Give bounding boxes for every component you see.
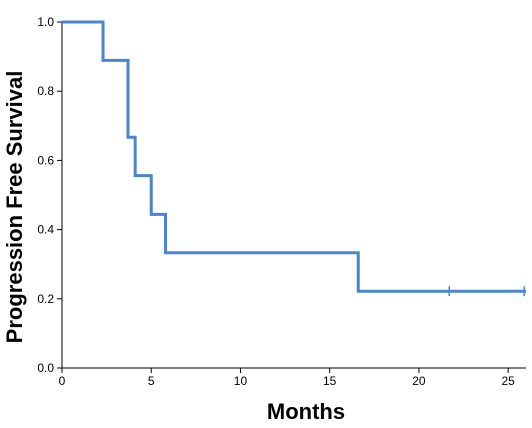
x-tick-label: 15 [323,374,337,388]
y-axis-title: Progression Free Survival [2,71,27,344]
x-tick-label: 20 [412,374,426,388]
axes [61,22,526,369]
ticks: 0.0 0.2 0.4 0.6 0.8 1.0 0 5 10 15 20 25 [37,15,515,388]
y-tick-label: 0.6 [37,153,54,167]
x-tick-label: 10 [234,374,248,388]
x-tick-label: 0 [59,374,66,388]
x-axis-title: Months [267,399,345,424]
x-tick-label: 5 [148,374,155,388]
y-tick-label: 0.2 [37,292,54,306]
y-tick-label: 0.0 [37,361,54,375]
x-tick-label: 25 [501,374,515,388]
series-layer [62,20,526,297]
survival-curve [62,20,526,293]
y-tick-label: 0.8 [37,84,54,98]
y-tick-label: 0.4 [37,223,54,237]
y-tick-label: 1.0 [37,15,54,29]
